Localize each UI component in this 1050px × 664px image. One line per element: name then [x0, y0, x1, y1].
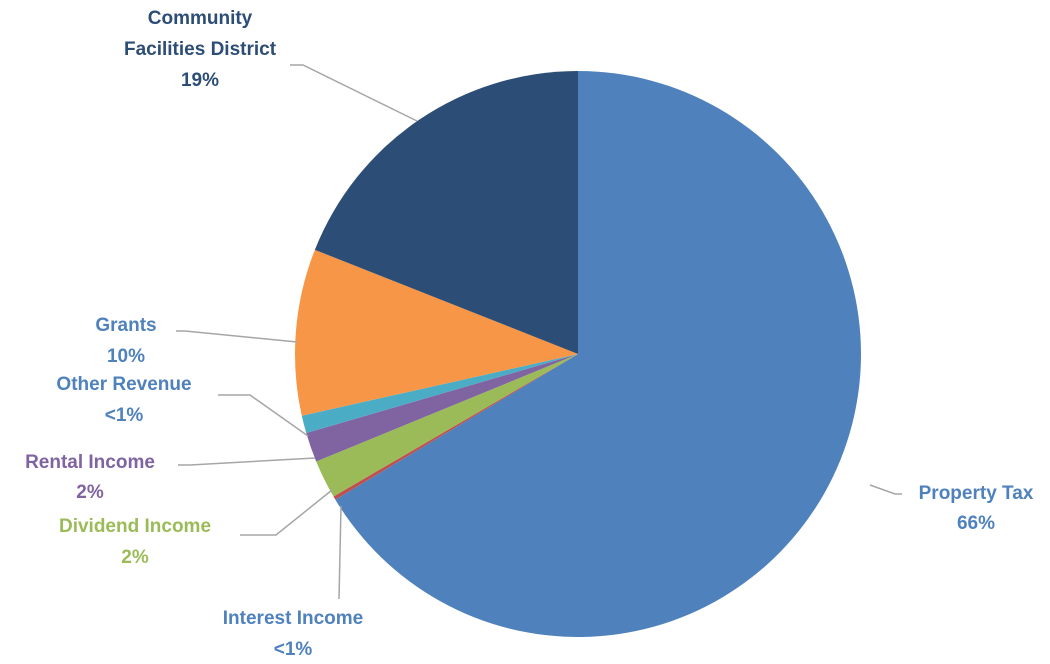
data-label-category: Other Revenue — [56, 374, 191, 395]
leader-line — [176, 330, 298, 343]
pie-slice-grants — [295, 249, 578, 416]
data-label-category: Grants — [95, 315, 156, 336]
leader-line — [178, 457, 316, 466]
data-label-category: Community — [148, 8, 253, 29]
leader-line — [218, 394, 309, 437]
pie-slices — [295, 70, 861, 637]
data-label-percent: 2% — [76, 482, 104, 503]
leader-line — [338, 505, 342, 600]
pie-slice-property-tax — [335, 71, 861, 637]
data-label-percent: <1% — [274, 639, 313, 660]
data-label-category: Property Tax — [919, 483, 1034, 504]
pie-slice-dividend-income — [316, 354, 578, 497]
data-label-percent: <1% — [105, 405, 144, 426]
leader-line — [869, 484, 902, 495]
pie-slice-rental-income — [306, 354, 578, 462]
data-label-percent: 2% — [121, 547, 149, 568]
leader-lines — [176, 64, 902, 600]
data-label-category: Interest Income — [223, 608, 363, 629]
leader-line — [290, 64, 418, 122]
data-labels: Property Tax 66% Interest Income <1% Dividen… — [25, 8, 1034, 660]
data-label-percent: 66% — [957, 513, 995, 534]
data-label-percent: 19% — [181, 70, 219, 91]
data-label-category: Facilities District — [124, 39, 277, 60]
pie-slice-community-facilities-district — [314, 70, 578, 354]
pie-slice-other-revenue — [301, 354, 578, 433]
data-label-category: Rental Income — [25, 452, 155, 473]
pie-slice-interest-income — [333, 354, 578, 500]
data-label-percent: 10% — [107, 346, 145, 367]
leader-line — [240, 489, 333, 536]
data-label-category: Dividend Income — [59, 516, 211, 537]
